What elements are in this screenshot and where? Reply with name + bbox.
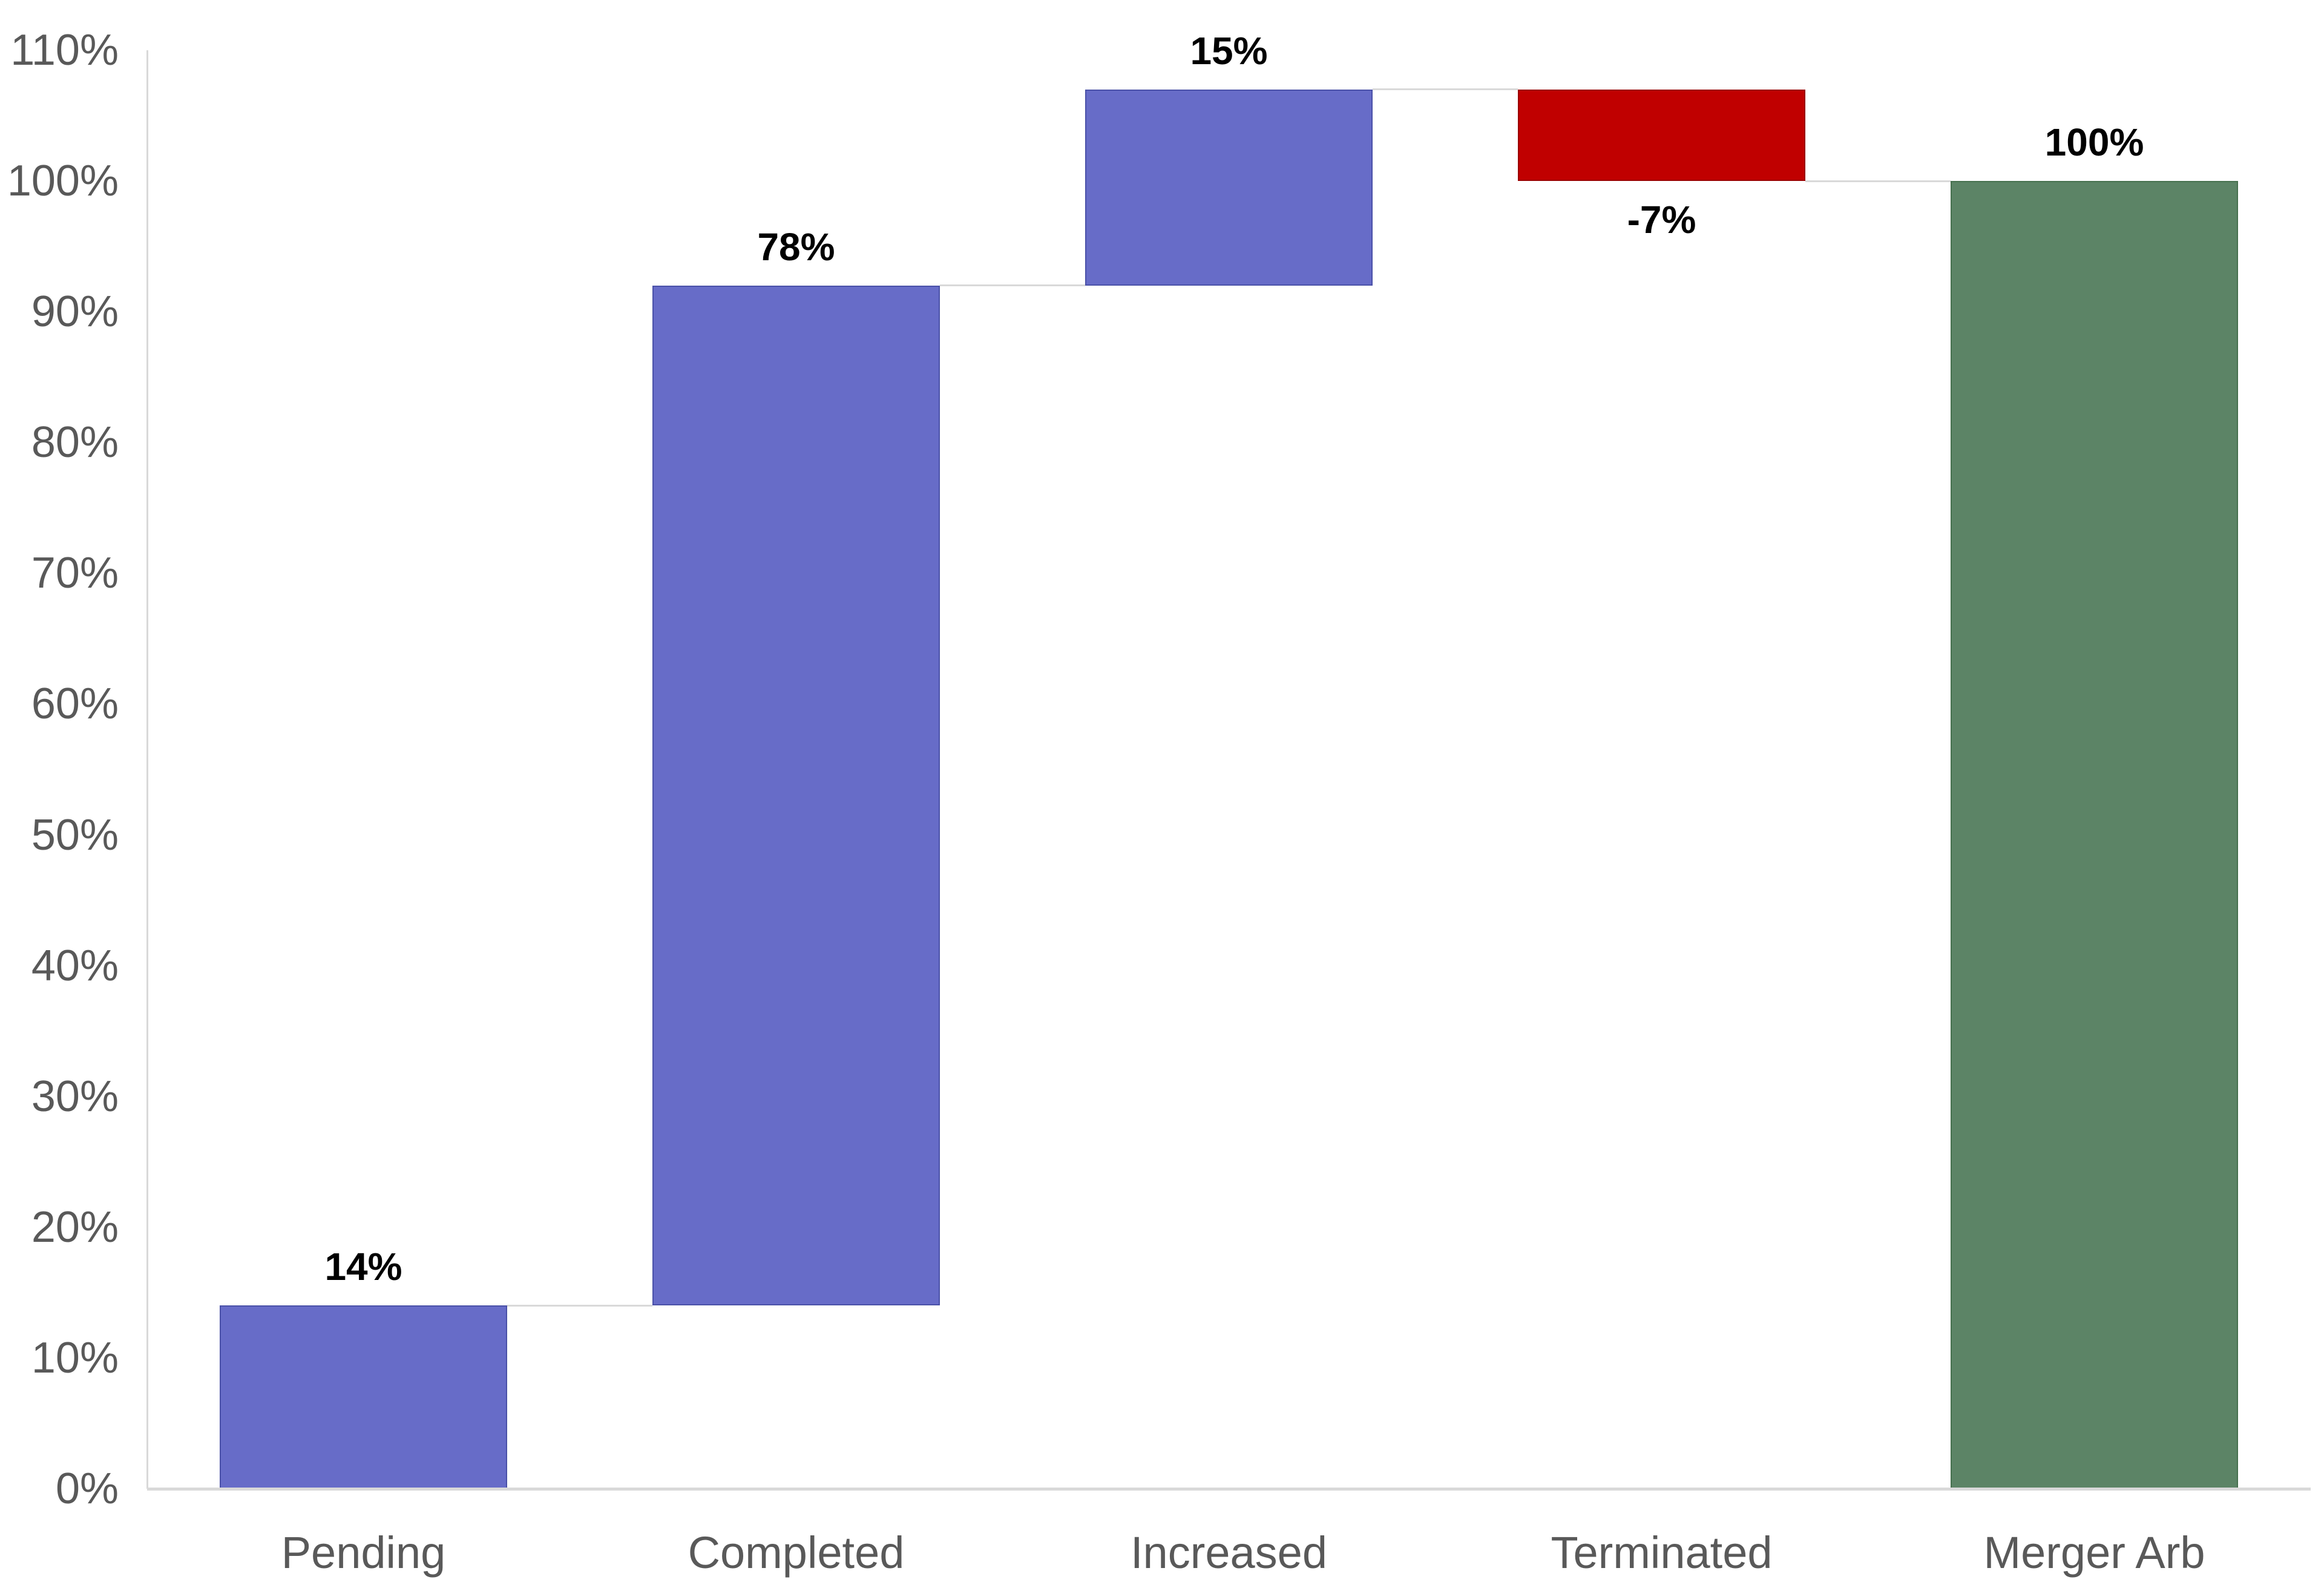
connector-line-3 xyxy=(1805,180,1951,182)
category-label-completed: Completed xyxy=(688,1527,905,1578)
y-axis-line xyxy=(146,50,148,1489)
y-tick-label-90: 90% xyxy=(31,287,119,336)
data-label-pending: 14% xyxy=(324,1245,402,1289)
category-label-pending: Pending xyxy=(281,1527,446,1578)
y-tick-label-0: 0% xyxy=(55,1465,119,1513)
data-label-terminated: -7% xyxy=(1627,198,1696,242)
category-label-terminated: Terminated xyxy=(1551,1527,1773,1578)
y-tick-label-20: 20% xyxy=(31,1202,119,1252)
y-tick-label-100: 100% xyxy=(7,157,119,206)
bar-pending xyxy=(220,1305,507,1489)
connector-line-2 xyxy=(1373,88,1518,91)
connector-line-0 xyxy=(507,1304,652,1307)
y-tick-label-30: 30% xyxy=(31,1072,119,1121)
y-tick-label-40: 40% xyxy=(31,941,119,990)
bar-merger-arb xyxy=(1951,181,2238,1489)
bar-terminated xyxy=(1518,89,1805,182)
y-tick-label-80: 80% xyxy=(31,418,119,467)
category-label-increased: Increased xyxy=(1131,1527,1327,1578)
y-tick-label-50: 50% xyxy=(31,810,119,859)
data-label-completed: 78% xyxy=(757,225,835,269)
y-tick-label-10: 10% xyxy=(31,1333,119,1382)
bar-increased xyxy=(1085,89,1373,286)
x-axis-baseline xyxy=(147,1488,2311,1491)
data-label-merger-arb: 100% xyxy=(2044,120,2144,165)
y-tick-label-70: 70% xyxy=(31,549,119,598)
y-tick-label-110: 110% xyxy=(10,26,119,74)
category-label-merger-arb: Merger Arb xyxy=(1983,1527,2205,1578)
data-label-increased: 15% xyxy=(1190,28,1268,73)
bar-completed xyxy=(652,285,940,1306)
connector-line-1 xyxy=(940,284,1085,287)
y-tick-label-60: 60% xyxy=(31,680,119,729)
